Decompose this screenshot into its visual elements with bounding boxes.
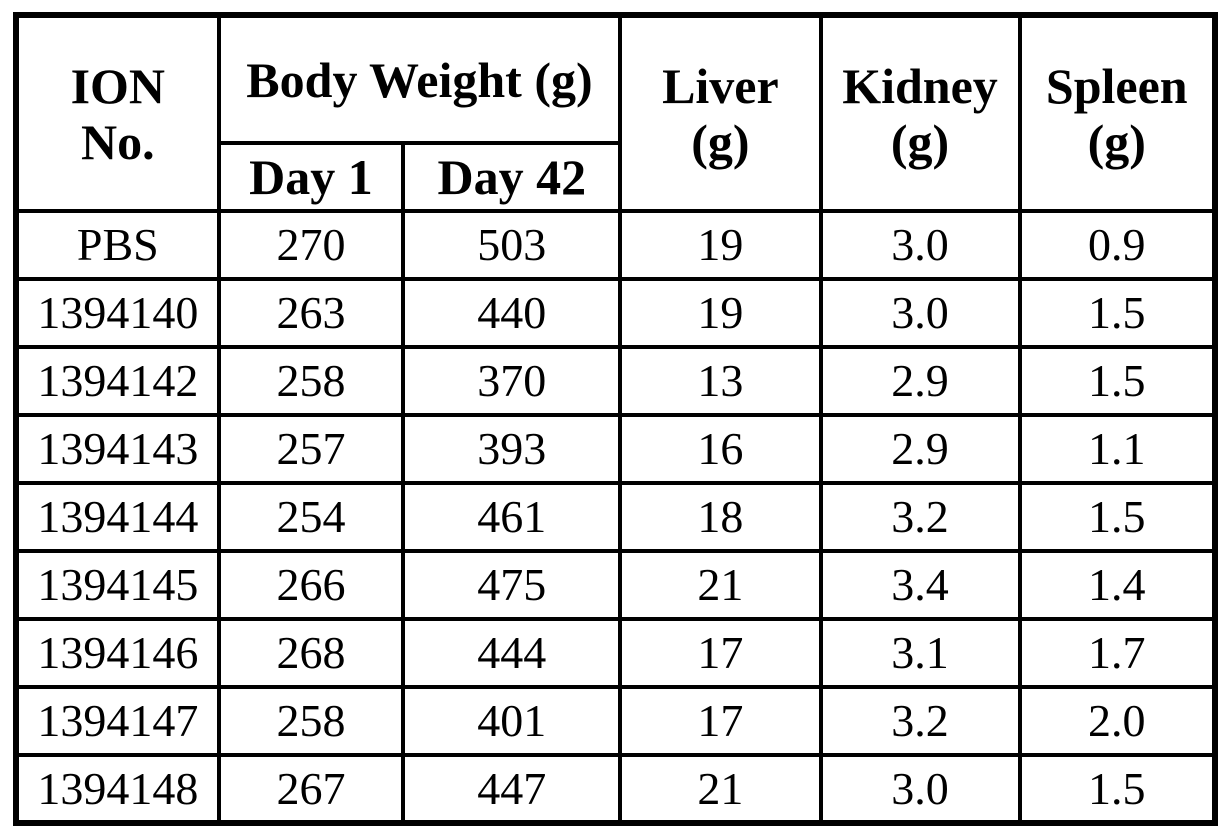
table-row: PBS 270 503 19 3.0 0.9: [14, 209, 1218, 281]
ion-no-cell: 1394144: [14, 481, 221, 553]
organ-weight-table: ION No. Body Weight (g) Liver (g) Kidney…: [13, 12, 1218, 826]
ion-no-cell: 1394148: [14, 753, 221, 825]
day42-weight-cell: 503: [401, 209, 623, 281]
ion-no-cell: 1394140: [14, 277, 221, 349]
day1-weight-cell: 267: [216, 753, 406, 825]
ion-no-cell: 1394147: [14, 685, 221, 757]
day1-weight-cell: 258: [216, 345, 406, 417]
liver-weight-cell: 19: [618, 209, 823, 281]
table-row: 1394145 266 475 21 3.4 1.4: [14, 549, 1218, 621]
col-header-day42: Day 42: [401, 141, 623, 213]
day42-weight-cell: 370: [401, 345, 623, 417]
day42-weight-cell: 440: [401, 277, 623, 349]
kidney-weight-cell: 2.9: [818, 345, 1022, 417]
liver-weight-cell: 18: [618, 481, 823, 553]
ion-no-cell: 1394146: [14, 617, 221, 689]
col-header-body-weight: Body Weight (g): [216, 13, 623, 145]
kidney-weight-cell: 3.0: [818, 209, 1022, 281]
day42-weight-cell: 447: [401, 753, 623, 825]
liver-weight-cell: 21: [618, 549, 823, 621]
table-body: PBS 270 503 19 3.0 0.9 1394140 263 440 1…: [14, 209, 1218, 825]
table-row: 1394143 257 393 16 2.9 1.1: [14, 413, 1218, 485]
day1-weight-cell: 270: [216, 209, 406, 281]
header-row-days: Day 1 Day 42: [16, 141, 1215, 213]
day1-weight-cell: 258: [216, 685, 406, 757]
table-row: 1394140 263 440 19 3.0 1.5: [14, 277, 1218, 349]
liver-weight-cell: 17: [618, 617, 823, 689]
spleen-weight-cell: 1.5: [1017, 481, 1218, 553]
header-row-top: ION No. Body Weight (g) Liver (g) Kidney…: [14, 13, 1218, 213]
table-header: ION No. Body Weight (g) Liver (g) Kidney…: [14, 13, 1218, 213]
ion-no-cell: 1394142: [14, 345, 221, 417]
kidney-weight-cell: 3.0: [818, 277, 1022, 349]
spleen-weight-cell: 1.5: [1017, 277, 1218, 349]
day1-weight-cell: 263: [216, 277, 406, 349]
spleen-weight-cell: 1.4: [1017, 549, 1218, 621]
day1-weight-cell: 257: [216, 413, 406, 485]
table-row: 1394146 268 444 17 3.1 1.7: [14, 617, 1218, 689]
spleen-weight-cell: 1.5: [1017, 345, 1218, 417]
col-header-ion-no: ION No.: [14, 13, 221, 213]
spleen-weight-cell: 0.9: [1017, 209, 1218, 281]
day42-weight-cell: 475: [401, 549, 623, 621]
table-row: 1394148 267 447 21 3.0 1.5: [14, 753, 1218, 825]
day1-weight-cell: 268: [216, 617, 406, 689]
kidney-weight-cell: 3.0: [818, 753, 1022, 825]
day42-weight-cell: 461: [401, 481, 623, 553]
liver-weight-cell: 16: [618, 413, 823, 485]
kidney-weight-cell: 3.4: [818, 549, 1022, 621]
day1-weight-cell: 254: [216, 481, 406, 553]
col-header-kidney: Kidney (g): [818, 13, 1022, 213]
kidney-weight-cell: 2.9: [818, 413, 1022, 485]
liver-weight-cell: 17: [618, 685, 823, 757]
ion-no-cell: 1394143: [14, 413, 221, 485]
ion-no-cell: PBS: [14, 209, 221, 281]
day42-weight-cell: 393: [401, 413, 623, 485]
liver-weight-cell: 13: [618, 345, 823, 417]
spleen-weight-cell: 2.0: [1017, 685, 1218, 757]
col-header-spleen: Spleen (g): [1017, 13, 1218, 213]
col-header-day1: Day 1: [216, 141, 406, 213]
kidney-weight-cell: 3.2: [818, 685, 1022, 757]
table-row: 1394144 254 461 18 3.2 1.5: [14, 481, 1218, 553]
table-row: 1394147 258 401 17 3.2 2.0: [14, 685, 1218, 757]
ion-no-cell: 1394145: [14, 549, 221, 621]
spleen-weight-cell: 1.5: [1017, 753, 1218, 825]
liver-weight-cell: 19: [618, 277, 823, 349]
spleen-weight-cell: 1.1: [1017, 413, 1218, 485]
table-row: 1394142 258 370 13 2.9 1.5: [14, 345, 1218, 417]
kidney-weight-cell: 3.1: [818, 617, 1022, 689]
day42-weight-cell: 444: [401, 617, 623, 689]
col-header-liver: Liver (g): [618, 13, 823, 213]
day1-weight-cell: 266: [216, 549, 406, 621]
liver-weight-cell: 21: [618, 753, 823, 825]
kidney-weight-cell: 3.2: [818, 481, 1022, 553]
spleen-weight-cell: 1.7: [1017, 617, 1218, 689]
day42-weight-cell: 401: [401, 685, 623, 757]
